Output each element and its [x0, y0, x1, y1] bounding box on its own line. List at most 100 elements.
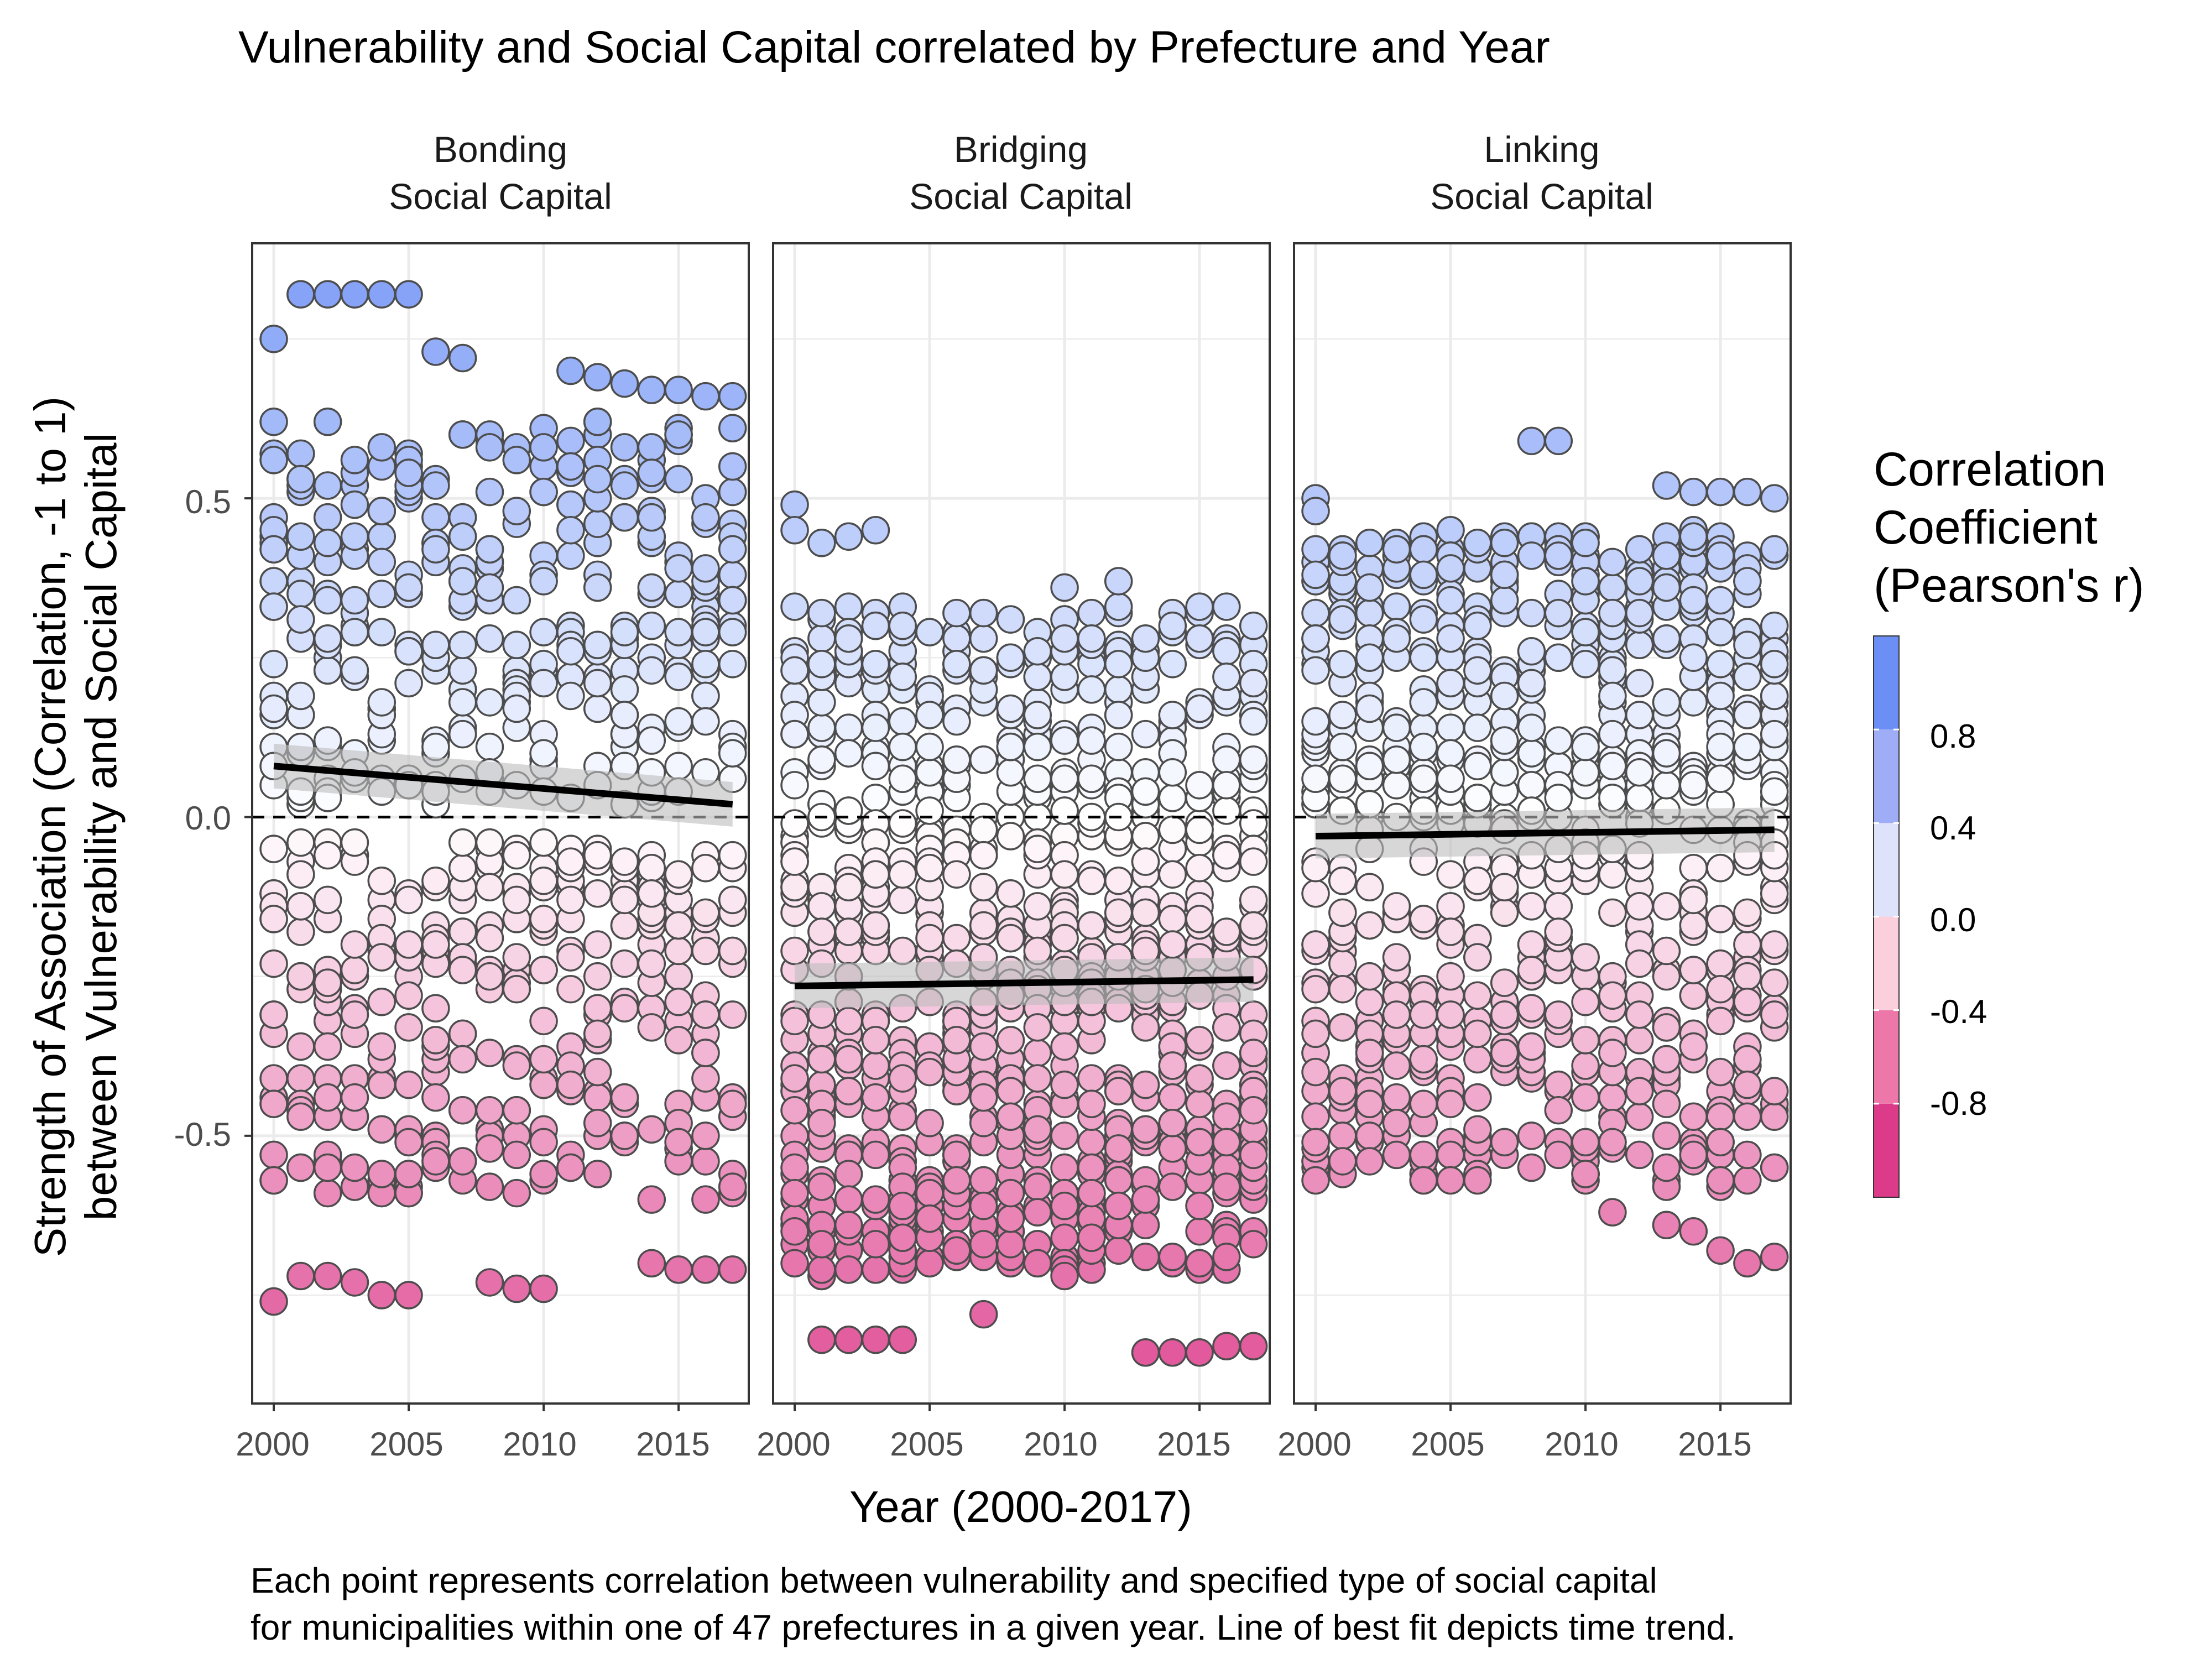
data-point	[1077, 1064, 1106, 1093]
data-point	[996, 758, 1025, 787]
data-point	[556, 681, 585, 711]
data-point	[394, 669, 423, 698]
data-point	[1077, 624, 1106, 653]
data-point	[1544, 1000, 1573, 1029]
data-point	[637, 375, 666, 404]
data-point	[637, 1185, 666, 1214]
data-point	[259, 834, 288, 863]
data-point	[1301, 1019, 1330, 1048]
data-point	[448, 917, 477, 946]
data-point	[259, 905, 288, 933]
data-point	[583, 630, 612, 659]
data-point	[1050, 1191, 1079, 1220]
data-point	[1355, 962, 1384, 991]
data-point	[691, 936, 720, 966]
data-point	[915, 618, 944, 646]
data-point	[583, 363, 612, 392]
data-point	[610, 701, 639, 729]
data-point	[502, 885, 531, 915]
data-point	[718, 841, 747, 870]
panel-1-label-line1: Bonding	[434, 129, 567, 170]
data-point	[1463, 611, 1492, 640]
data-point	[556, 356, 585, 385]
data-point	[1409, 643, 1438, 672]
data-point	[691, 707, 720, 736]
data-point	[1625, 1102, 1654, 1131]
data-point	[1301, 497, 1330, 525]
data-point	[1023, 662, 1052, 691]
data-point	[529, 828, 558, 857]
legend-tick-label: -0.8	[1930, 1085, 1987, 1122]
data-point	[915, 924, 944, 953]
data-point	[610, 503, 639, 532]
data-point	[888, 662, 917, 691]
data-point	[1760, 650, 1789, 679]
data-point	[718, 1172, 747, 1201]
data-point	[1517, 713, 1546, 742]
data-point	[1598, 1039, 1627, 1067]
data-point	[1023, 764, 1052, 794]
data-point	[691, 853, 720, 883]
data-point	[394, 981, 423, 1010]
data-point	[718, 1089, 747, 1118]
data-point	[529, 567, 558, 596]
data-point	[1212, 1243, 1241, 1271]
data-point	[780, 656, 809, 685]
data-point	[421, 866, 450, 895]
data-point	[861, 611, 890, 640]
data-point	[1077, 675, 1106, 704]
data-point	[313, 1153, 342, 1182]
data-point	[1239, 745, 1268, 774]
data-point	[367, 497, 397, 525]
data-point	[1544, 784, 1573, 812]
data-point	[1382, 1051, 1411, 1080]
data-point	[529, 618, 558, 646]
data-point	[1239, 1095, 1268, 1125]
legend-tick-label: -0.4	[1930, 993, 1987, 1030]
data-point	[259, 446, 288, 474]
data-point	[475, 477, 504, 507]
legend-color-bin	[1874, 729, 1899, 823]
data-point	[259, 949, 288, 978]
chart-title: Vulnerability and Social Capital correla…	[238, 22, 1550, 72]
data-point	[1185, 1249, 1214, 1278]
data-point	[1463, 943, 1492, 972]
data-point	[1158, 1338, 1187, 1367]
data-point	[1050, 1070, 1079, 1099]
data-point	[475, 1134, 504, 1163]
data-point	[1436, 917, 1465, 946]
data-point	[259, 408, 288, 436]
data-point	[259, 325, 288, 353]
data-point	[691, 1000, 720, 1029]
data-point	[1158, 1109, 1187, 1138]
data-point	[1652, 471, 1681, 500]
data-point	[1463, 784, 1492, 812]
data-point	[367, 433, 397, 462]
data-point	[1355, 529, 1384, 557]
data-point	[1760, 879, 1789, 908]
data-point	[1301, 1102, 1330, 1131]
data-point	[583, 694, 612, 723]
data-point	[834, 1325, 863, 1354]
data-point	[502, 694, 531, 723]
data-point	[861, 515, 890, 545]
data-point	[367, 688, 397, 717]
data-point	[1760, 777, 1789, 806]
data-point	[502, 1274, 531, 1303]
data-point	[888, 1223, 917, 1253]
data-point	[1463, 1166, 1492, 1195]
legend: Correlation Coefficient (Pearson's r) 0.…	[1873, 443, 2145, 1198]
legend-title-line2: Coefficient	[1874, 501, 2098, 554]
data-point	[780, 490, 809, 519]
data-point	[1625, 598, 1654, 628]
data-point	[367, 1281, 397, 1310]
data-point	[1185, 905, 1214, 933]
data-point	[1490, 529, 1519, 557]
data-point	[1239, 911, 1268, 940]
data-point	[1328, 949, 1357, 978]
data-point	[1706, 949, 1735, 978]
data-point	[1185, 1191, 1214, 1220]
data-point	[1706, 1236, 1735, 1265]
data-point	[1436, 892, 1465, 921]
data-point	[1652, 1045, 1681, 1074]
